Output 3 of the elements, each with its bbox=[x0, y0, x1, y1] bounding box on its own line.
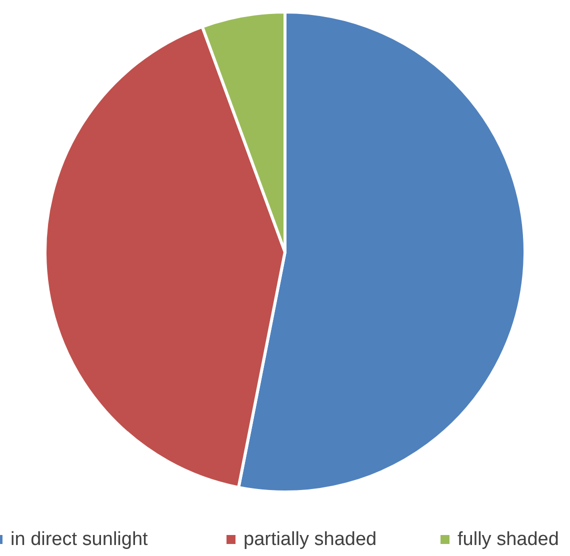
legend-label: in direct sunlight bbox=[10, 529, 149, 550]
legend-label: fully shaded bbox=[458, 529, 559, 550]
legend-label: partially shaded bbox=[244, 529, 377, 550]
